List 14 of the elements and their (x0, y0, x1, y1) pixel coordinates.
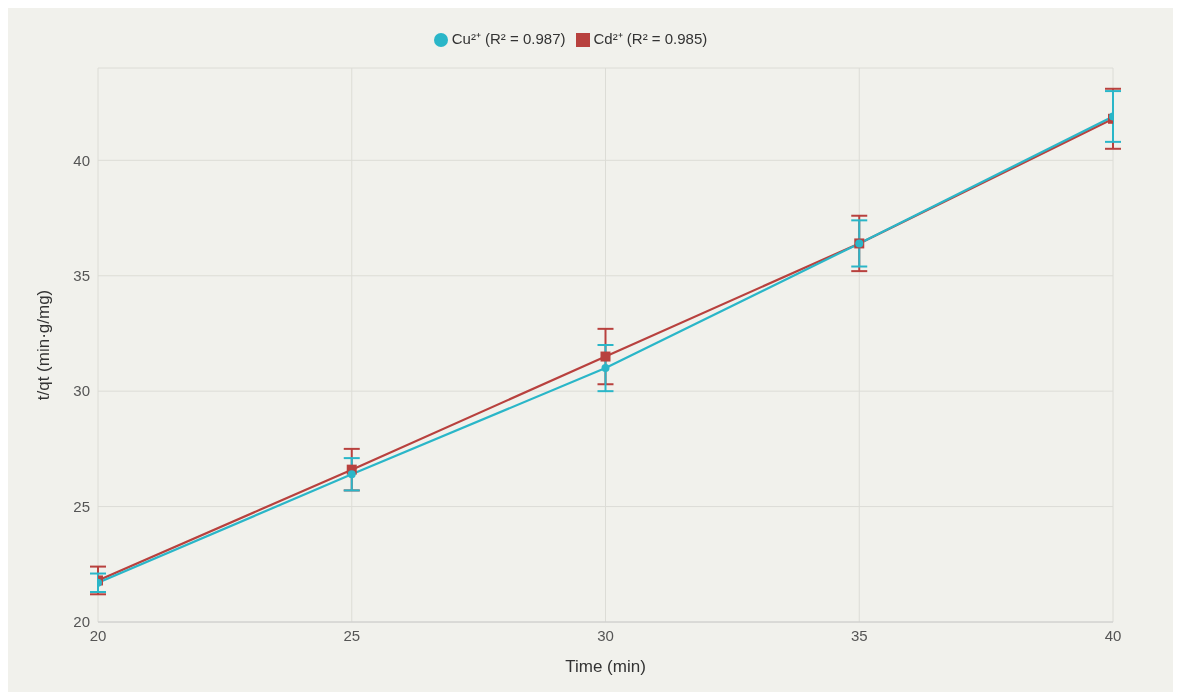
x-axis-title: Time (min) (565, 657, 646, 676)
y-tick-label: 30 (73, 382, 90, 400)
y-tick-label: 35 (73, 267, 90, 285)
x-tick-label: 25 (343, 626, 361, 644)
x-tick-label: 30 (597, 626, 614, 644)
x-tick-label: 20 (89, 626, 107, 644)
y-tick-label: 25 (73, 497, 90, 515)
legend-label: Cd²⁺ (R² = 0.985) (593, 30, 708, 47)
x-tick-label: 35 (850, 626, 868, 644)
y-tick-label: 40 (73, 151, 90, 169)
y-tick-label: 20 (73, 613, 90, 631)
legend-label: Cu²⁺ (R² = 0.987) (451, 30, 566, 47)
y-axis-title: t/qt (min·g/mg) (34, 289, 54, 401)
x-tick-label: 40 (1104, 626, 1122, 644)
